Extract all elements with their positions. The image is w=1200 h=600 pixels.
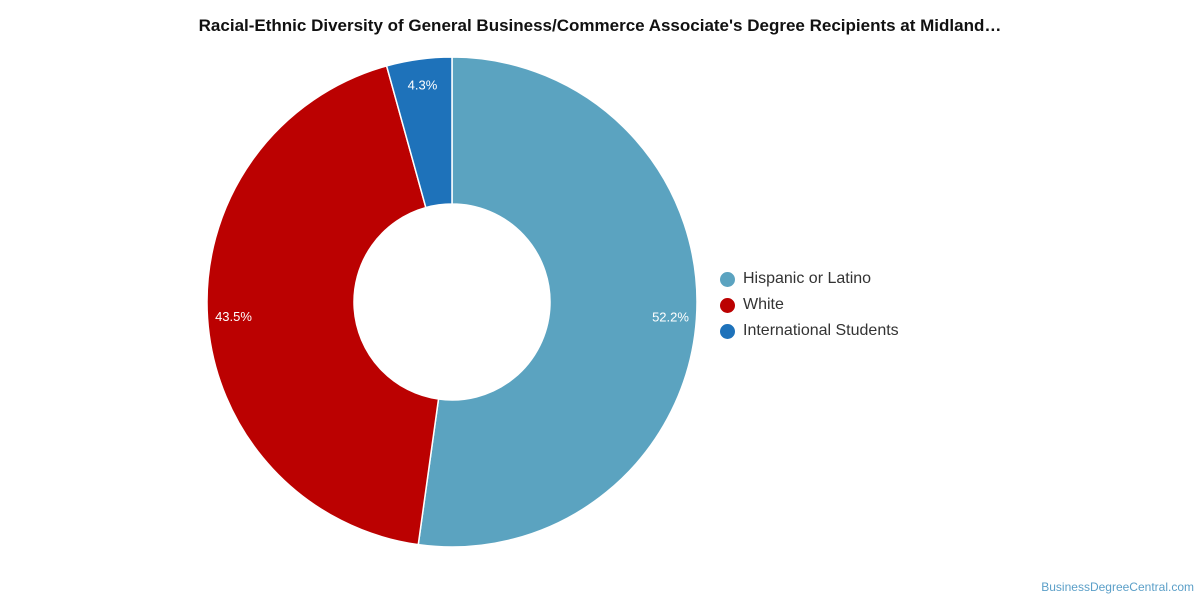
slice-label-hispanic-or-latino: 52.2% [652,310,689,325]
legend-item-international-students[interactable]: International Students [720,318,899,344]
watermark[interactable]: BusinessDegreeCentral.com [1041,580,1194,594]
legend-item-white[interactable]: White [720,292,899,318]
slice-hispanic-or-latino[interactable] [417,56,698,548]
chart-title: Racial-Ethnic Diversity of General Busin… [198,16,1002,35]
donut-slices [206,56,698,548]
legend-label-international-students: International Students [743,322,899,339]
legend-marker-international-students [720,323,735,339]
slice-international-students[interactable] [385,56,453,209]
slice-label-international-students: 4.3% [408,78,438,93]
slice-labels: 52.2% 43.5% 4.3% [215,78,689,325]
legend-label-white: White [743,296,784,313]
legend-label-hispanic-or-latino: Hispanic or Latino [743,270,872,287]
legend-marker-white [720,297,735,313]
legend-item-hispanic-or-latino[interactable]: Hispanic or Latino [720,266,899,292]
legend-marker-hispanic-or-latino [720,271,735,287]
slice-label-white: 43.5% [215,309,252,324]
legend: Hispanic or Latino White International S… [720,266,899,344]
slice-white[interactable] [206,64,440,546]
